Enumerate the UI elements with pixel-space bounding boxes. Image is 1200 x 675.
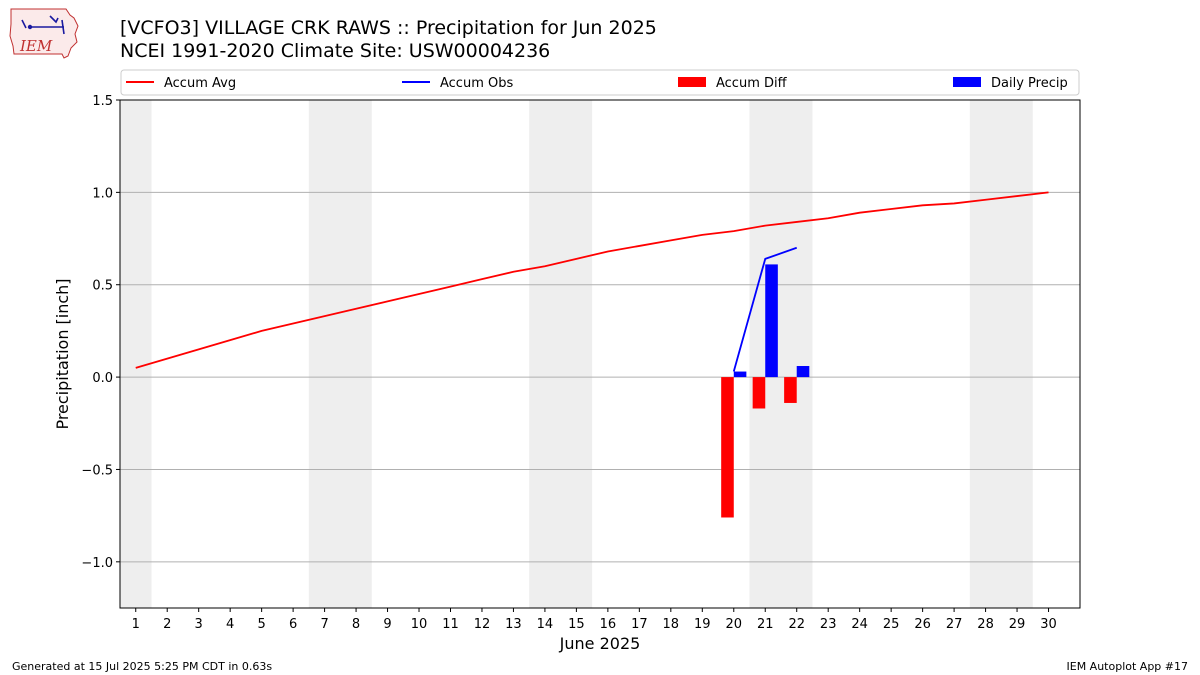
plot-frame	[119, 99, 1081, 609]
accum-obs-line	[732, 246, 798, 372]
x-tick-label: 17	[631, 617, 648, 632]
legend-entry-label: Accum Obs	[440, 76, 513, 91]
x-axis-ticks: 1 2 3 4 5 6 7 8 9 10 11 12 13 14 15 16 17 18 19 20 21 22 23 24 2…	[132, 608, 1057, 632]
legend: Accum Avg Accum Obs Accum Diff Daily Precip	[120, 69, 1080, 96]
x-axis-label: June 2025	[559, 634, 641, 653]
x-tick-label: 21	[757, 617, 774, 632]
legend-bar-swatch	[953, 77, 981, 87]
logo-text: IEM	[19, 37, 53, 55]
lines	[135, 191, 1049, 372]
weekend-band	[749, 100, 813, 608]
weekend-band	[529, 100, 593, 608]
x-tick-label: 9	[383, 617, 391, 632]
x-tick-label: 25	[883, 617, 900, 632]
x-tick-label: 20	[725, 617, 742, 632]
x-tick-label: 2	[163, 617, 171, 632]
x-tick-label: 15	[568, 617, 585, 632]
x-tick-label: 30	[1040, 617, 1057, 632]
iem-logo: IEM	[9, 8, 79, 59]
x-tick-label: 18	[663, 617, 680, 632]
legend-box	[120, 69, 1080, 96]
x-tick-label: 29	[1009, 617, 1026, 632]
y-tick-label: −0.5	[81, 463, 113, 478]
daily-precip-bar	[765, 264, 778, 378]
accum-diff-bar	[784, 377, 797, 403]
x-tick-label: 7	[320, 617, 328, 632]
legend-entry-label: Accum Diff	[716, 76, 788, 91]
chart-subtitle: NCEI 1991-2020 Climate Site: USW00004236	[120, 40, 551, 62]
x-tick-label: 5	[257, 617, 265, 632]
x-tick-label: 26	[914, 617, 931, 632]
legend-bar-swatch	[678, 77, 706, 87]
weekend-band	[120, 100, 152, 608]
y-tick-label: −1.0	[81, 556, 113, 571]
y-tick-label: 0.0	[92, 371, 113, 386]
x-tick-label: 19	[694, 617, 711, 632]
y-tick-label: 0.5	[92, 279, 113, 294]
x-tick-label: 28	[977, 617, 994, 632]
weekend-shading	[120, 100, 1033, 608]
app-label: IEM Autoplot App #17	[1066, 660, 1189, 673]
x-tick-label: 4	[226, 617, 234, 632]
weather-station-icon	[21, 15, 65, 35]
x-tick-label: 13	[505, 617, 522, 632]
x-tick-label: 16	[600, 617, 617, 632]
daily-precip-bar	[733, 371, 747, 378]
y-tick-label: 1.5	[92, 94, 113, 109]
accum-diff-bar	[721, 377, 734, 518]
bars	[721, 264, 810, 518]
station-dot-icon	[27, 24, 33, 30]
legend-entry-label: Daily Precip	[991, 76, 1068, 91]
weekend-band	[308, 100, 372, 608]
x-tick-label: 11	[442, 617, 459, 632]
x-tick-label: 22	[788, 617, 805, 632]
y-axis-label: Precipitation [inch]	[53, 278, 72, 429]
y-tick-label: 1.0	[92, 186, 113, 201]
daily-precip-bar	[796, 366, 810, 378]
y-axis-ticks: −1.0 −0.5 0.0 0.5 1.0 1.5	[81, 94, 120, 571]
x-tick-label: 23	[820, 617, 837, 632]
generated-timestamp: Generated at 15 Jul 2025 5:25 PM CDT in …	[12, 660, 273, 673]
x-tick-label: 10	[411, 617, 428, 632]
x-tick-label: 12	[474, 617, 491, 632]
x-tick-label: 3	[195, 617, 203, 632]
accum-diff-bar	[752, 377, 766, 409]
x-tick-label: 6	[289, 617, 297, 632]
iowa-state-outline-icon	[9, 8, 79, 59]
x-tick-label: 8	[352, 617, 360, 632]
weekend-band	[969, 100, 1033, 608]
x-tick-label: 14	[537, 617, 554, 632]
chart-title: [VCFO3] VILLAGE CRK RAWS :: Precipitatio…	[120, 17, 657, 39]
x-tick-label: 24	[851, 617, 868, 632]
x-tick-label: 1	[132, 617, 140, 632]
accum-avg-line	[135, 191, 1049, 369]
x-tick-label: 27	[946, 617, 963, 632]
legend-entry-label: Accum Avg	[164, 76, 236, 91]
